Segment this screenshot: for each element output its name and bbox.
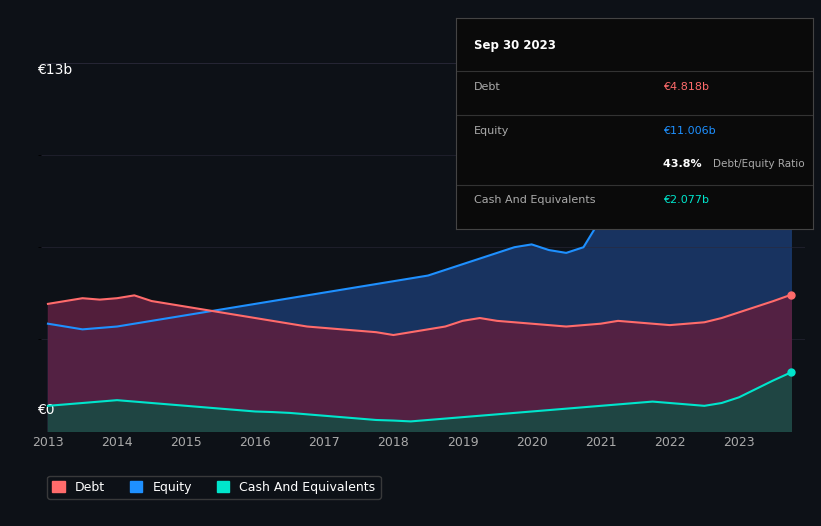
Text: Cash And Equivalents: Cash And Equivalents — [474, 195, 595, 205]
Text: Debt/Equity Ratio: Debt/Equity Ratio — [713, 159, 805, 169]
Text: €4.818b: €4.818b — [663, 82, 709, 92]
Text: Equity: Equity — [474, 126, 509, 136]
Legend: Debt, Equity, Cash And Equivalents: Debt, Equity, Cash And Equivalents — [48, 476, 381, 499]
Text: Debt: Debt — [474, 82, 500, 92]
Text: €11.006b: €11.006b — [663, 126, 715, 136]
Text: €2.077b: €2.077b — [663, 195, 709, 205]
Text: Sep 30 2023: Sep 30 2023 — [474, 39, 555, 53]
Text: €0: €0 — [37, 402, 55, 417]
Text: 43.8%: 43.8% — [663, 159, 705, 169]
Text: €13b: €13b — [37, 63, 72, 77]
